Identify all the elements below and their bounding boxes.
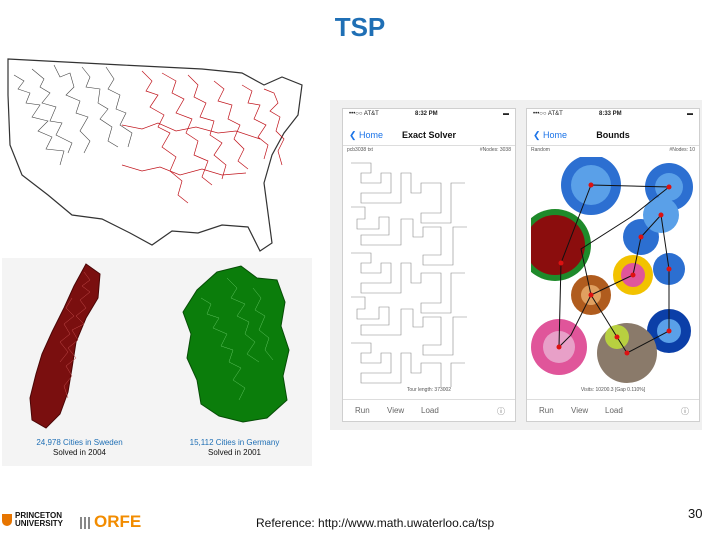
usa-tour-image (7, 58, 303, 252)
usa-tsp-map (2, 55, 312, 258)
bottom-toolbar: Run View Load ⓘ (527, 399, 699, 422)
sweden-caption: 24,978 Cities in Sweden Solved in 2004 (2, 438, 157, 458)
view-button[interactable]: View (387, 406, 405, 415)
princeton-logo: PRINCETON UNIVERSITY (2, 512, 63, 528)
node-count: #Nodes: 10 (669, 147, 695, 153)
orfe-grid-icon (80, 516, 92, 529)
info-icon[interactable]: ⓘ (497, 407, 505, 416)
phone-exact-solver: •••○○ AT&T 8:32 PM ▬ ❮ Home Exact Solver… (342, 108, 516, 422)
instance-info: Random #Nodes: 10 (531, 147, 695, 155)
phone-bounds: •••○○ AT&T 8:33 PM ▬ ❮ Home Bounds Rando… (519, 108, 700, 422)
bounds-drawing (519, 155, 693, 383)
battery-icon: ▬ (687, 111, 693, 117)
screen-title: Exact Solver (401, 130, 457, 140)
bottom-toolbar: Run View Load ⓘ (343, 399, 515, 422)
sweden-tsp-map: 24,978 Cities in Sweden Solved in 2004 (2, 258, 157, 466)
node-count: #Nodes: 3038 (479, 147, 511, 153)
princeton-line1: PRINCETON (15, 511, 62, 520)
tour-length-label: Tour length: 373002 (406, 387, 452, 393)
view-button[interactable]: View (571, 406, 589, 415)
bounds-canvas[interactable] (519, 155, 695, 387)
germany-caption-cities: 15,112 Cities in Germany (189, 438, 280, 447)
page-number: 30 (688, 506, 703, 521)
instance-name: Random (531, 147, 550, 153)
run-button[interactable]: Run (355, 406, 370, 415)
orfe-text: ORFE (94, 512, 142, 531)
run-button[interactable]: Run (539, 406, 554, 415)
orfe-logo: ORFE (80, 512, 141, 532)
exact-tour-drawing (351, 162, 467, 400)
info-icon[interactable]: ⓘ (681, 407, 689, 416)
tour-canvas[interactable] (347, 157, 511, 400)
carrier-label: •••○○ AT&T (349, 111, 379, 117)
status-bar: •••○○ AT&T 8:32 PM ▬ (343, 111, 515, 123)
sweden-tour-image (29, 263, 101, 429)
germany-tsp-map: 15,112 Cities in Germany Solved in 2001 (157, 258, 312, 466)
load-button[interactable]: Load (605, 406, 623, 415)
load-button[interactable]: Load (421, 406, 439, 415)
carrier-label: •••○○ AT&T (533, 111, 563, 117)
home-back-button[interactable]: ❮ Home (349, 130, 384, 140)
germany-caption: 15,112 Cities in Germany Solved in 2001 (157, 438, 312, 458)
slide-title: TSP (334, 12, 386, 42)
sweden-caption-cities: 24,978 Cities in Sweden (36, 438, 123, 447)
instance-name: pcb3038 txt (347, 147, 373, 153)
germany-tour-image (182, 265, 290, 423)
time-label: 8:33 PM (599, 111, 622, 117)
nav-bar: ❮ Home Exact Solver (343, 125, 515, 146)
germany-caption-solved: Solved in 2001 (208, 448, 261, 457)
home-back-button[interactable]: ❮ Home (533, 130, 568, 140)
reference-text: Reference: http://www.math.uwaterloo.ca/… (256, 516, 495, 530)
time-label: 8:32 PM (415, 111, 438, 117)
status-bar: •••○○ AT&T 8:33 PM ▬ (527, 111, 699, 123)
instance-info: pcb3038 txt #Nodes: 3038 (347, 147, 511, 155)
battery-icon: ▬ (503, 111, 509, 117)
app-screenshots: •••○○ AT&T 8:32 PM ▬ ❮ Home Exact Solver… (330, 100, 702, 430)
princeton-line2: UNIVERSITY (15, 519, 64, 528)
princeton-shield-icon (2, 514, 12, 526)
nav-bar: ❮ Home Bounds (527, 125, 699, 146)
sweden-caption-solved: Solved in 2004 (53, 448, 106, 457)
bounds-visits-label: Visits: 10200.3 [Gap 0.110%] (580, 387, 646, 393)
screen-title: Bounds (596, 130, 630, 140)
